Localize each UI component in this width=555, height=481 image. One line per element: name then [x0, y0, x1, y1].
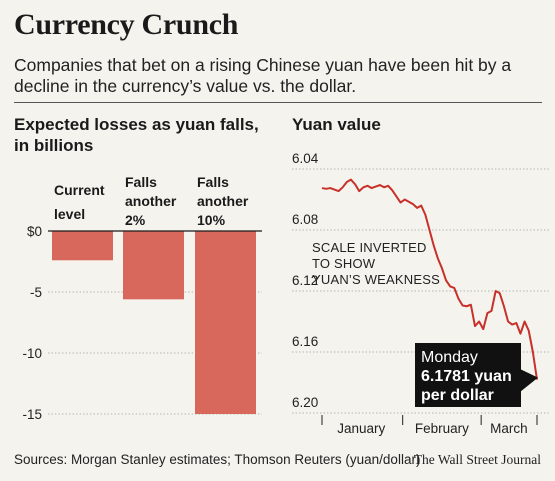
callout-pointer — [520, 369, 538, 392]
bar — [123, 231, 184, 300]
line-xtick-label: January — [337, 421, 385, 436]
bar-category-label: another — [197, 193, 249, 209]
bar-ytick-label: -10 — [22, 346, 42, 361]
bar-category-label: another — [125, 193, 177, 209]
bar-category-label: Current — [54, 182, 105, 198]
scale-annotation: TO SHOW — [312, 256, 376, 271]
line-xtick-label: February — [415, 421, 469, 436]
line-ytick-label: 6.12 — [292, 273, 318, 288]
yuan-line — [321, 178, 538, 380]
bar-category-label: Falls — [197, 174, 229, 190]
bar-ytick-label: $0 — [27, 224, 42, 239]
callout-value: 6.1781 yuan — [421, 368, 512, 385]
line-panel-title: Yuan value — [292, 115, 381, 134]
publisher-credit: The Wall Street Journal — [413, 452, 541, 467]
bar-category-label: 10% — [197, 212, 226, 228]
callout-box — [415, 343, 521, 407]
bar-ytick-label: -5 — [30, 285, 42, 300]
bar — [195, 231, 256, 414]
bar-ytick-label: -15 — [22, 407, 42, 422]
bar — [52, 231, 113, 261]
bar-category-label: 2% — [125, 212, 146, 228]
line-ytick-label: 6.20 — [292, 395, 318, 410]
scale-annotation: YUAN’S WEAKNESS — [312, 272, 440, 287]
line-ytick-label: 6.16 — [292, 334, 318, 349]
line-ytick-label: 6.08 — [292, 212, 318, 227]
scale-annotation: SCALE INVERTED — [312, 240, 427, 255]
chart-title: Currency Crunch — [14, 8, 239, 41]
callout-unit: per dollar — [421, 387, 494, 404]
callout-label: Monday — [421, 349, 478, 366]
header-rule — [14, 102, 542, 103]
bar-category-label: Falls — [125, 174, 157, 190]
bar-panel-title: Expected losses as yuan falls, in billio… — [14, 115, 259, 155]
line-xtick-label: March — [490, 421, 528, 436]
source-note: Sources: Morgan Stanley estimates; Thoms… — [14, 452, 421, 467]
bar-category-label: level — [54, 206, 85, 222]
chart-subtitle: Companies that bet on a rising Chinese y… — [14, 55, 512, 96]
line-ytick-label: 6.04 — [292, 151, 319, 166]
